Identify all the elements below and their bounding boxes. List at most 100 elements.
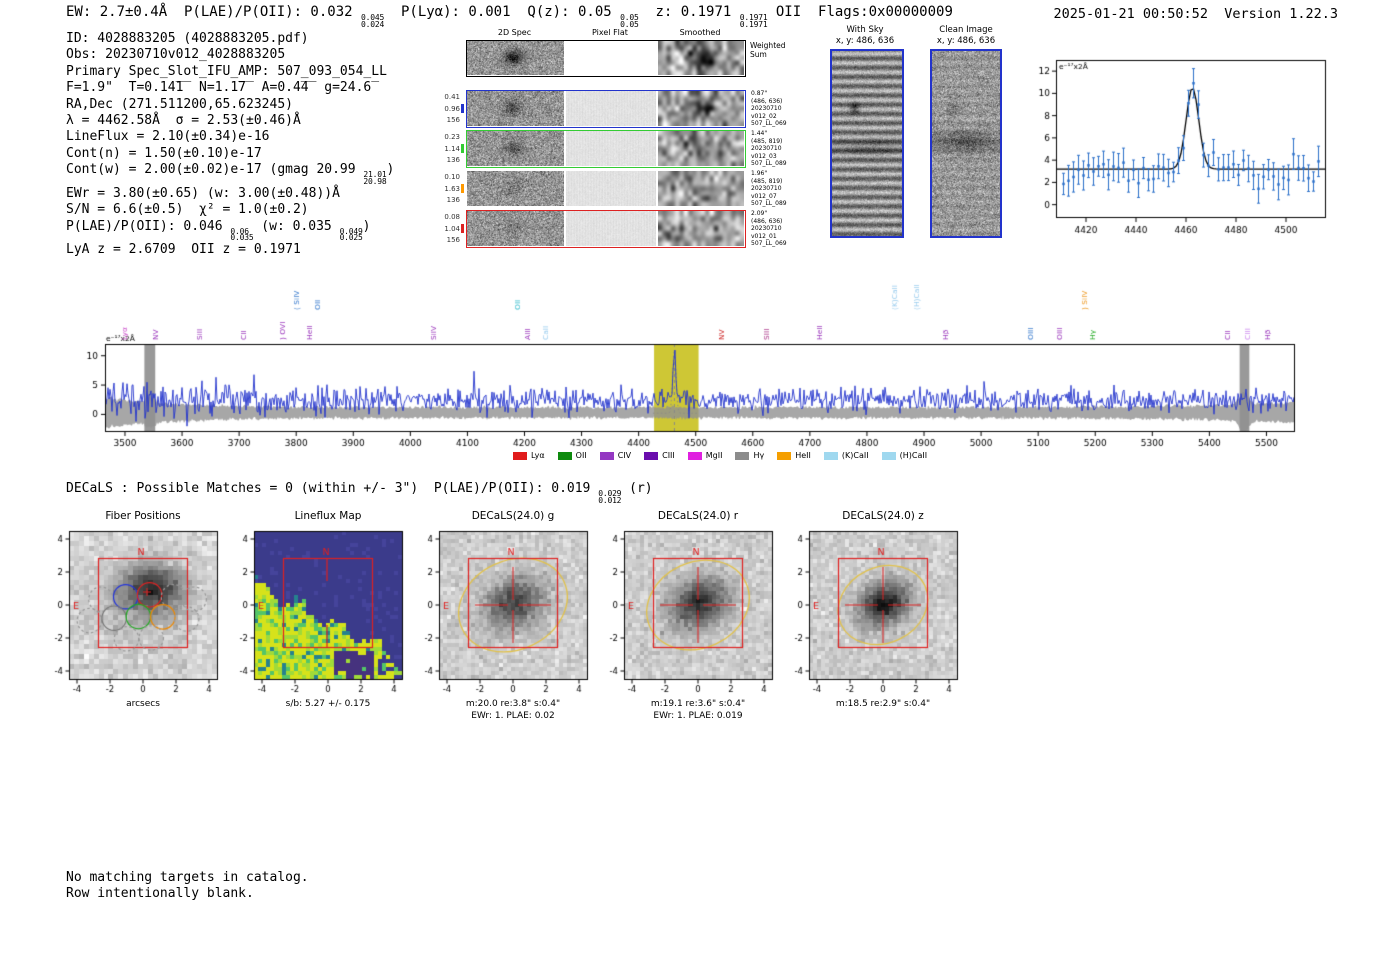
legend-item: OII xyxy=(557,451,587,460)
spec2d-row-left-label: 0.41 0.96 156 xyxy=(444,93,460,124)
spec2d-row-annotation: 0.87" (486, 636) 20230710 v012_02 507_LL… xyxy=(751,90,787,127)
summary-header: EW: 2.7±0.4Å P(LAE)/P(OII): 0.032 0.045 0… xyxy=(66,4,953,29)
decals-r-title: DECaLS(24.0) r xyxy=(657,510,739,522)
legend-label: Lyα xyxy=(530,451,545,460)
info-line-plae: P(LAE)/P(OII): 0.046 0.06 0.035 (w: 0.035… xyxy=(66,218,371,243)
legend-item: Hγ xyxy=(735,451,764,460)
spectrum-legend: Lyα OII CIV CIII MgII Hγ HeII (K)CaII (H)CaII xyxy=(100,451,1340,460)
legend-label: MgII xyxy=(705,451,723,460)
spec2d-row-left-label: 0.23 1.14 136 xyxy=(444,133,460,164)
spec2d-row-annotation: 2.09" (486, 636) 20230710 v012_01 507_LL… xyxy=(751,210,787,247)
timestamp-version: 2025-01-21 00:50:52 Version 1.22.3 xyxy=(1053,6,1338,22)
spec2d-row-annotation: 1.96" (485, 819) 20230710 v012_07 507_LL… xyxy=(751,170,787,207)
info-line-primary: Primary Spec_Slot_IFU_AMP: 507_093_054_L… xyxy=(66,63,387,79)
spec2d-row xyxy=(466,130,746,168)
legend-label: HeII xyxy=(795,451,811,460)
spec2d-row-2dspec-canvas xyxy=(467,171,564,206)
legend-swatch xyxy=(823,451,838,460)
fiber-positions-panel xyxy=(29,523,219,695)
decals-r-plae: EWr: 1. PLAE: 0.019 xyxy=(653,711,743,721)
info-line-redshifts: LyA z = 2.6709 OII z = 0.1971 xyxy=(66,242,301,258)
legend-label: OII xyxy=(575,451,587,460)
info-line-lineflux: LineFlux = 2.10(±0.34)e-16 xyxy=(66,129,270,145)
legend-item: Lyα xyxy=(512,451,545,460)
legend-swatch xyxy=(644,451,659,460)
spec2d-col-title: Pixel Flat xyxy=(592,28,628,37)
with-sky-coords: x, y: 486, 636 xyxy=(835,36,895,46)
spec2d-row xyxy=(466,210,746,248)
legend-label: CIII xyxy=(662,451,675,460)
lineflux-map-title: Lineflux Map xyxy=(294,510,362,522)
legend-item: (K)CaII xyxy=(823,451,869,460)
spec2d-row-2dspec-canvas xyxy=(467,211,564,246)
legend-swatch xyxy=(881,451,896,460)
line-fit-zoom-plot xyxy=(1008,46,1340,248)
spec2d-row-smoothed-canvas xyxy=(658,131,744,166)
info-line-seeing: F=1.9" T=0.14̅1̅ N=1.1̅7̅ A=0.4̅4̅ g=24.… xyxy=(66,80,372,96)
spec2d-row-tick xyxy=(461,104,464,113)
lineflux-map-xlabel: s/b: 5.27 +/- 0.175 xyxy=(285,699,371,709)
spec2d-weighted-pixelflat-canvas xyxy=(566,41,656,75)
fiber-positions-title: Fiber Positions xyxy=(105,510,181,522)
spec2d-weighted-strip xyxy=(466,40,746,77)
info-line-cont-n: Cont(n) = 1.50(±0.10)e-17 xyxy=(66,145,262,161)
spec2d-row-smoothed-canvas xyxy=(658,91,744,126)
spec2d-weighted-2dspec-canvas xyxy=(467,41,564,75)
info-line-ewr: EWr = 3.80(±0.65) (w: 3.00(±0.48))Å xyxy=(66,185,340,201)
info-line-radec: RA,Dec (271.511200,65.623245) xyxy=(66,96,293,112)
clean-image-cutout-canvas xyxy=(930,49,1002,238)
decals-matches-header: DECaLS : Possible Matches = 0 (within +/… xyxy=(66,481,653,505)
decals-z-xlabel: m:18.5 re:2.9" s:0.4" xyxy=(835,699,931,709)
spec2d-row-tick xyxy=(461,144,464,153)
decals-g-title: DECaLS(24.0) g xyxy=(471,510,555,522)
legend-swatch xyxy=(687,451,702,460)
spec2d-weighted-smoothed-canvas xyxy=(658,41,744,75)
decals-g-xlabel: m:20.0 re:3.8" s:0.4" xyxy=(465,699,561,709)
spec2d-row-pixelflat-canvas xyxy=(566,91,656,126)
decals-r-panel xyxy=(584,523,774,695)
legend-item: (H)CaII xyxy=(881,451,928,460)
legend-item: CIII xyxy=(644,451,675,460)
legend-label: CIV xyxy=(617,451,632,460)
spec2d-row-pixelflat-canvas xyxy=(566,171,656,206)
decals-g-plae: EWr: 1. PLAE: 0.02 xyxy=(471,711,555,721)
info-line-cont-w: Cont(w) = 2.00(±0.02)e-17 (gmag 20.99 21… xyxy=(66,162,395,187)
info-line-obs: Obs: 20230710v012_4028883205 xyxy=(66,47,286,63)
legend-item: CIV xyxy=(599,451,632,460)
with-sky-cutout-canvas xyxy=(830,49,904,238)
legend-swatch xyxy=(557,451,572,460)
lineflux-map-panel xyxy=(214,523,404,695)
legend-item: HeII xyxy=(777,451,811,460)
legend-swatch xyxy=(599,451,614,460)
legend-swatch xyxy=(735,451,750,460)
spec2d-row-pixelflat-canvas xyxy=(566,211,656,246)
decals-z-panel xyxy=(769,523,959,695)
legend-item: MgII xyxy=(687,451,723,460)
spec2d-row-left-label: 0.10 1.63 136 xyxy=(444,173,460,204)
spec2d-row-smoothed-canvas xyxy=(658,211,744,246)
clean-image-title: Clean Image xyxy=(939,25,993,35)
footer-blank-row: Row intentionally blank. xyxy=(66,886,254,901)
info-line-lambda: λ = 4462.58Å σ = 2.53(±0.46)Å xyxy=(66,113,301,129)
spec2d-row-2dspec-canvas xyxy=(467,131,564,166)
legend-label: (H)CaII xyxy=(899,451,928,460)
spec2d-row xyxy=(466,90,746,128)
footer-no-match: No matching targets in catalog. xyxy=(66,870,309,885)
full-spectrum-plot xyxy=(60,264,1340,450)
clean-image-coords: x, y: 486, 636 xyxy=(936,36,996,46)
info-line-id: ID: 4028883205 (4028883205.pdf) xyxy=(66,31,309,46)
detection-info-block: ID: 4028883205 (4028883205.pdf) Obs: 202… xyxy=(66,31,394,259)
spec2d-row-2dspec-canvas xyxy=(467,91,564,126)
legend-swatch xyxy=(512,451,527,460)
spec2d-col-title: 2D Spec xyxy=(497,28,532,37)
spec2d-weighted-label: Weighted Sum xyxy=(750,41,786,59)
spec2d-row-annotation: 1.44" (485, 819) 20230710 v012_03 507_LL… xyxy=(751,130,787,167)
spec2d-row-tick xyxy=(461,224,464,233)
spec2d-col-title: Smoothed xyxy=(679,28,721,37)
with-sky-title: With Sky xyxy=(846,25,884,35)
info-line-sn-chi2: S/N = 6.6(±0.5) χ² = 1.0(±0.2) xyxy=(66,202,309,218)
decals-g-panel xyxy=(399,523,589,695)
spec2d-row-left-label: 0.08 1.04 156 xyxy=(444,213,460,244)
spec2d-row-tick xyxy=(461,184,464,193)
spec2d-row-pixelflat-canvas xyxy=(566,131,656,166)
